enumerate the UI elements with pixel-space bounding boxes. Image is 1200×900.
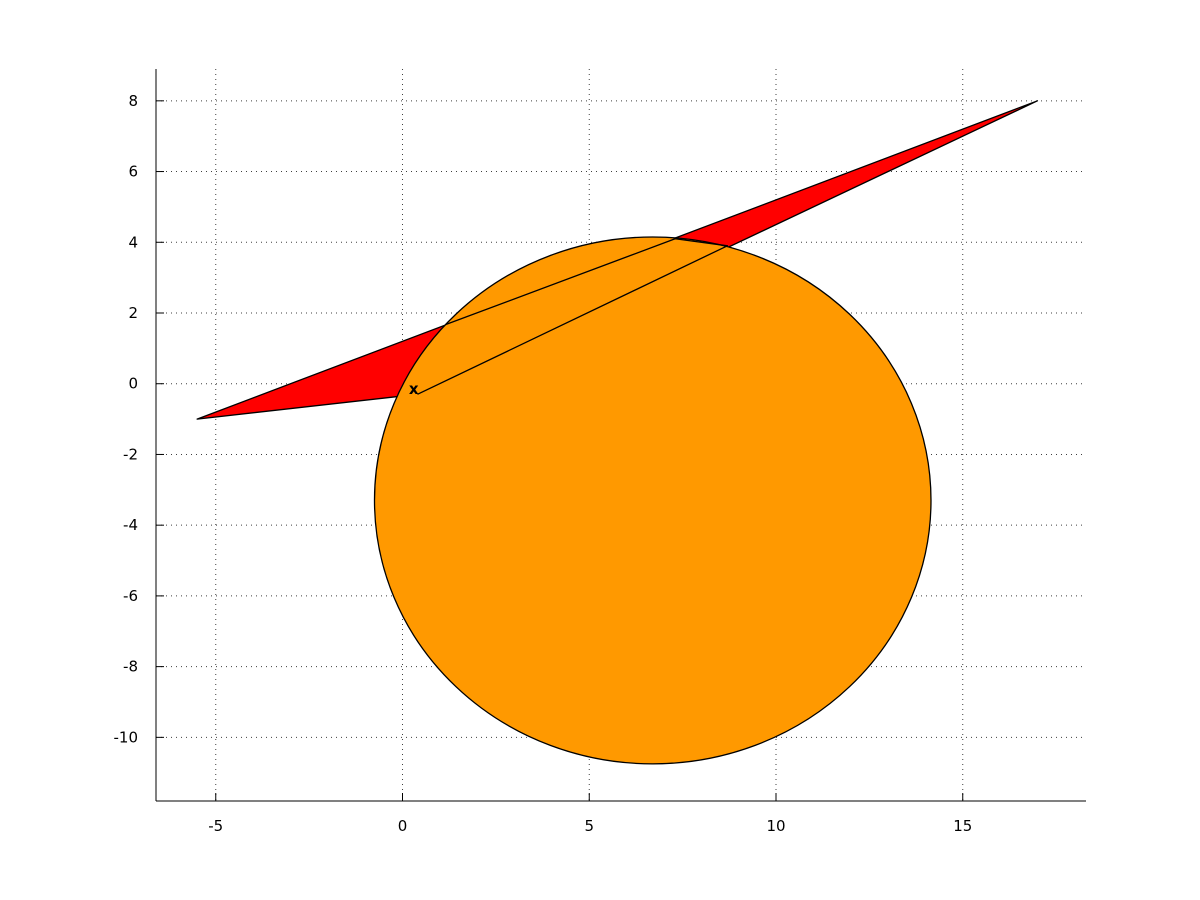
- orange-circle: [373, 236, 932, 765]
- y-tick-label: 8: [128, 92, 138, 110]
- x-tick-label: 15: [953, 817, 972, 835]
- y-tick-label: -6: [123, 587, 138, 605]
- y-tick-label: -8: [123, 658, 138, 676]
- y-tick-label: 2: [128, 304, 138, 322]
- x-tick-label: 10: [766, 817, 785, 835]
- x-tick-label: 5: [584, 817, 594, 835]
- x-tick-label: -5: [208, 817, 223, 835]
- y-tick-label: 6: [128, 163, 138, 181]
- triangle-outline: [417, 238, 729, 395]
- marker-layer: x: [409, 380, 419, 398]
- y-tick-label: 0: [128, 375, 138, 393]
- x-marker-label: x: [409, 380, 419, 398]
- y-tick-label: -2: [123, 445, 138, 463]
- axes: [155, 69, 1086, 802]
- y-tick-label: -10: [114, 728, 139, 746]
- ticks: -5 0 5 10 15 -10 -8 -6 -4 -2 0 2 4 6 8: [114, 92, 973, 835]
- y-tick-label: -4: [123, 516, 138, 534]
- x-tick-label: 0: [398, 817, 408, 835]
- shapes: [196, 100, 1039, 765]
- y-tick-label: 4: [128, 233, 138, 251]
